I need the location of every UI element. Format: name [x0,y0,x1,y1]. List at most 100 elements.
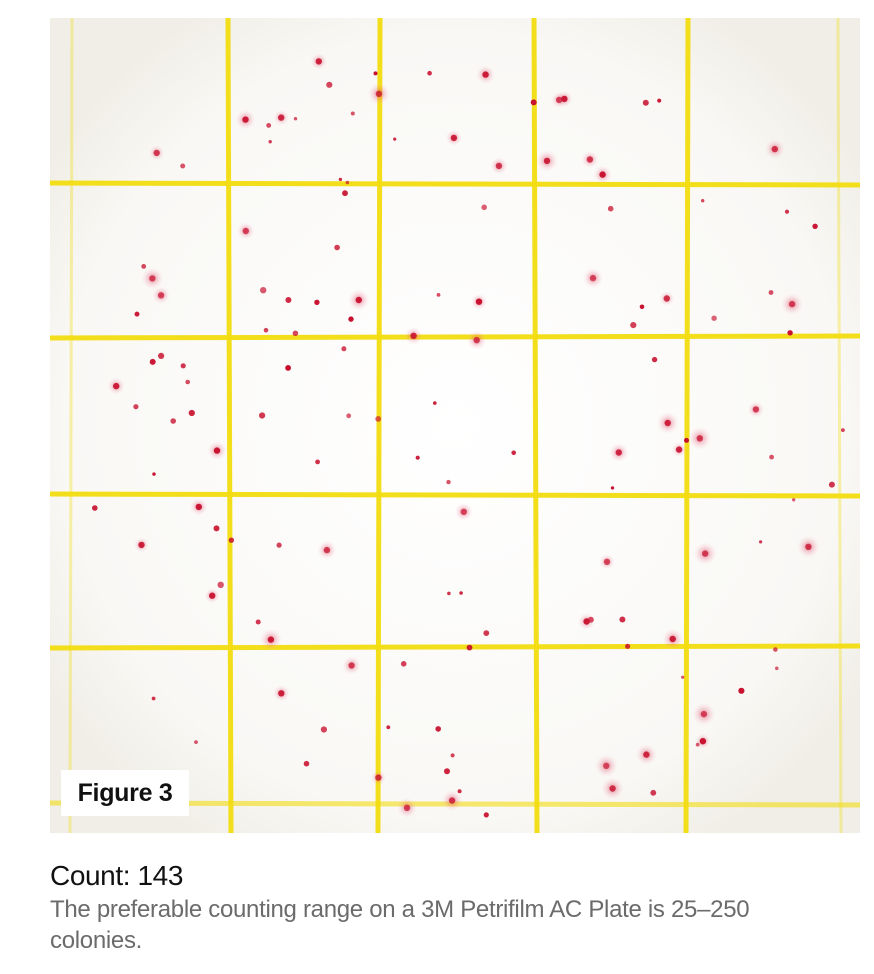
colony [195,503,202,511]
colony [314,299,320,305]
figure-label: Figure 3 [61,770,189,816]
colony [92,505,98,511]
colony [771,145,778,153]
colony [386,725,391,730]
colony [701,199,705,203]
colony [482,71,489,78]
colony [153,149,160,157]
colony [266,123,272,128]
colony [459,591,463,595]
colony [792,498,796,502]
colony [787,330,793,336]
colony [603,762,610,769]
colony [260,287,267,294]
grid-line-vertical [683,18,691,833]
colony [450,134,458,142]
colony [769,454,774,460]
colony [630,322,637,329]
colony [448,797,456,804]
colony [242,116,249,123]
colony [700,710,708,718]
colony [610,486,615,490]
colony [194,740,198,744]
colony [589,274,597,282]
colony [775,666,779,671]
colony [415,455,420,460]
colony [642,99,649,106]
colony [788,300,796,308]
colony [285,365,291,371]
grid-line-vertical [531,18,540,833]
colony [133,404,139,410]
colony [188,409,195,417]
colony [583,618,590,625]
colony [320,726,327,733]
colony [157,292,165,299]
colony [543,157,551,165]
colony [303,760,310,767]
colony [393,137,397,141]
colony [315,58,322,65]
colony [323,546,331,554]
colony [242,227,249,235]
colony [170,418,176,424]
grid-line-horizontal [50,491,860,499]
colony [759,540,763,544]
colony [663,295,670,302]
colony [625,643,631,649]
colony [403,804,411,811]
counting-range-text: The preferable counting range on a 3M Pe… [50,896,750,954]
plate-film [50,18,860,833]
grid-line-vertical [225,18,234,833]
colony [828,481,835,488]
colony [285,297,292,303]
petrifilm-plate-image [50,18,860,833]
colony [473,337,480,344]
colony [702,550,709,557]
colony [138,541,145,549]
colony [752,406,760,413]
colony [400,661,407,667]
colony [669,635,676,643]
colony [530,99,537,106]
colony [373,71,378,76]
colony [149,275,156,282]
colony [446,479,451,485]
colony [475,298,483,305]
colony [699,738,707,745]
colony [185,379,190,385]
colony [338,177,343,182]
colony [375,416,382,422]
colony [141,264,147,269]
colony [561,95,568,103]
colony [348,316,354,322]
colony [113,382,120,390]
colony [375,774,382,781]
colony [711,315,717,321]
colony [483,630,490,636]
colony [681,675,685,679]
colony [427,70,432,76]
count-line: Count: 143 [50,858,850,894]
colony [278,114,285,121]
colony [664,419,671,427]
colony [217,581,224,588]
colony [444,768,450,775]
colony [259,412,266,419]
colony [675,446,683,453]
colony [607,205,614,212]
colony [375,90,383,98]
colony [457,789,462,794]
colony [615,449,622,456]
colony [276,542,282,548]
colony [348,662,355,669]
colony [268,140,272,144]
colony [326,81,333,88]
colony [341,346,347,352]
grid-line-horizontal [50,333,860,341]
colony [151,696,156,701]
colony [345,180,350,185]
colony [213,447,221,454]
colony [841,428,845,432]
colony [213,525,220,532]
